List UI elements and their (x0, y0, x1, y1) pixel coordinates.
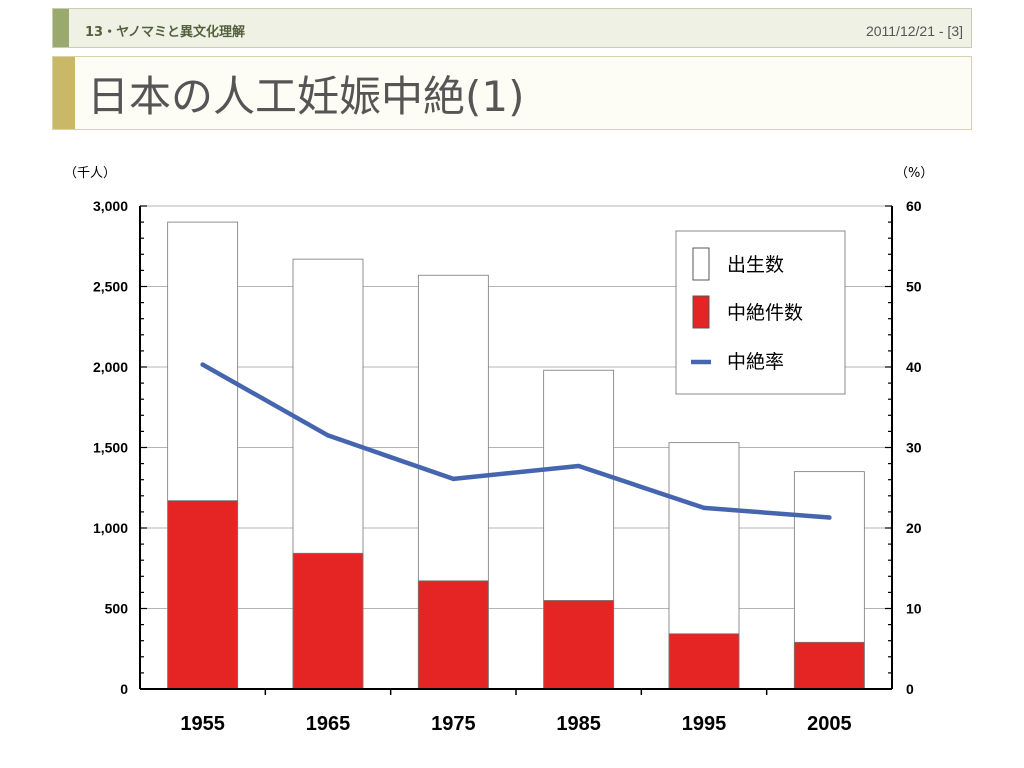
y-tick-label-left: 1,500 (93, 440, 128, 456)
rate-point (200, 362, 205, 367)
slide-date: 2011/12/21 - [3] (865, 23, 963, 39)
legend-swatch-births (692, 247, 710, 281)
abortion-chart: 0 500 1,000 1,500 2,000 2,500 3,000 0 10 20 30 40 50… (64, 166, 933, 735)
y-tick-label-left: 1,000 (93, 520, 128, 536)
y-tick-label-right: 60 (906, 198, 922, 214)
legend-label-abortions: 中絶件数 (727, 302, 803, 324)
rate-point (576, 463, 581, 469)
x-tick-label: 1985 (556, 713, 601, 735)
rate-line (200, 362, 832, 520)
bar-abortions (167, 500, 239, 690)
legend-swatch-abortions (692, 295, 710, 329)
legend-label-births: 出生数 (727, 254, 784, 276)
x-tick-label: 2005 (807, 713, 852, 735)
bar-abortions (417, 580, 489, 690)
course-title: 13・ヤノマミと異文化理解 (85, 25, 246, 40)
y-tick-label-left: 2,500 (93, 279, 128, 295)
y-tick-label-left: 0 (120, 681, 128, 697)
title-accent (53, 57, 75, 129)
bar-abortions (292, 552, 364, 690)
header-bar: 13・ヤノマミと異文化理解 2011/12/21 - [3] (52, 8, 972, 48)
legend-label-rate: 中絶率 (727, 351, 784, 373)
y-tick-label-left: 500 (105, 601, 129, 617)
title-bar: 日本の人工妊娠中絶(1) (52, 56, 972, 130)
rate-point (451, 476, 456, 482)
x-tick-label: 1975 (431, 713, 476, 735)
x-tick-label: 1955 (180, 713, 225, 735)
bar-abortions (543, 600, 615, 690)
y-tick-label-left: 2,000 (93, 359, 128, 375)
y-tick-label-right: 40 (906, 359, 922, 375)
y-left-unit-label: （千人） (64, 166, 116, 181)
header-accent (53, 9, 69, 47)
y-right-unit-label: （%） (895, 166, 933, 181)
y-tick-label-left: 3,000 (93, 198, 128, 214)
bar-abortions (793, 641, 865, 690)
y-tick-label-right: 10 (906, 601, 922, 617)
y-tick-label-right: 20 (906, 520, 922, 536)
y-tick-label-right: 50 (906, 279, 922, 295)
y-tick-label-right: 0 (906, 681, 914, 697)
x-tick-label: 1965 (306, 713, 351, 735)
bar-abortions (668, 633, 740, 690)
rate-point (827, 515, 832, 520)
x-tick-label: 1995 (682, 713, 727, 735)
rate-point (701, 505, 707, 511)
rate-point (325, 433, 331, 438)
slide-title: 日本の人工妊娠中絶(1) (87, 72, 525, 121)
y-tick-label-right: 30 (906, 440, 922, 456)
